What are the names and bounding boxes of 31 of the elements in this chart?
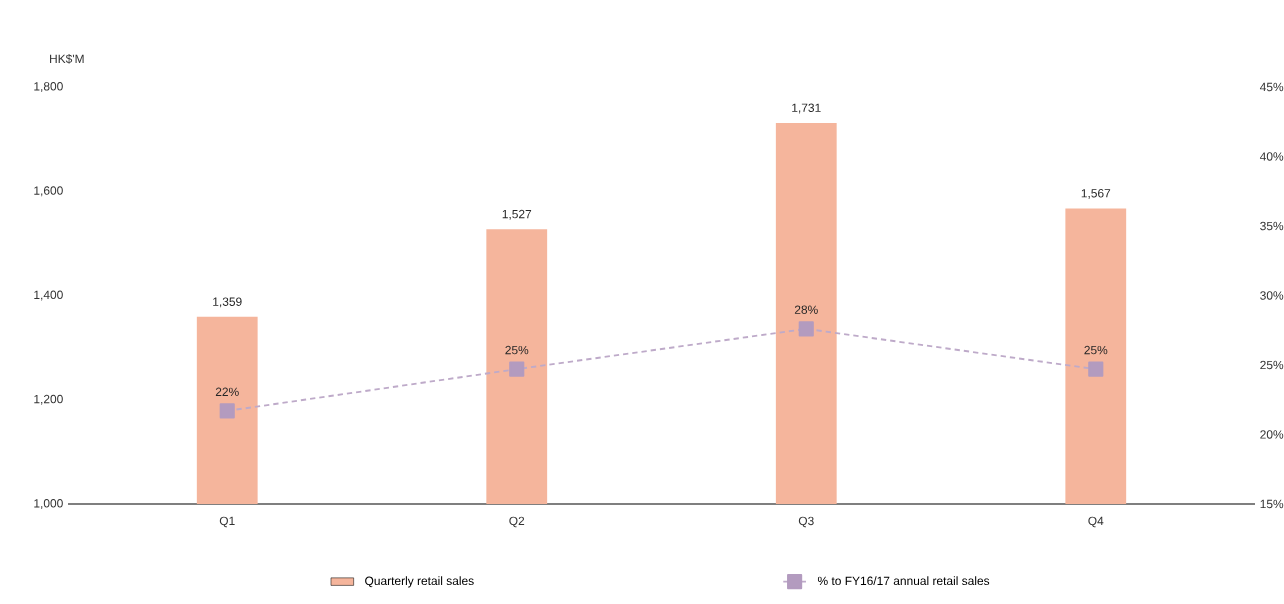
point bbox=[1088, 361, 1104, 377]
x-tick-label: Q2 bbox=[509, 516, 525, 528]
point bbox=[219, 403, 235, 419]
y-tick-label: 1,200 bbox=[34, 394, 63, 405]
data-label: 22% bbox=[215, 387, 239, 396]
data-label: 1,359 bbox=[213, 297, 242, 308]
legend-label: % to FY16/17 annual retail sales bbox=[817, 576, 990, 586]
y2-tick-label: 25% bbox=[1260, 360, 1284, 370]
x-tick-label: Q4 bbox=[1088, 516, 1104, 528]
y2-tick-label: 15% bbox=[1260, 499, 1284, 509]
y2-tick-label: 30% bbox=[1260, 291, 1284, 300]
y2-tick-label: 20% bbox=[1260, 430, 1284, 439]
y2-tick-label: 45% bbox=[1259, 82, 1284, 92]
data-label: 25% bbox=[505, 345, 529, 355]
x-tick-label: Q1 bbox=[219, 516, 235, 528]
y-tick-label: 1,400 bbox=[34, 290, 63, 301]
data-label: 1,731 bbox=[792, 103, 821, 114]
y-tick-label: 1,000 bbox=[34, 499, 63, 509]
y-axis-title: HK$'M bbox=[50, 54, 84, 64]
x-tick-label: Q3 bbox=[798, 516, 814, 528]
data-label: 25% bbox=[1084, 345, 1108, 355]
legend-label: Quarterly retail sales bbox=[365, 576, 474, 588]
y2-tick-label: 40% bbox=[1259, 152, 1284, 161]
data-label: 1,527 bbox=[502, 209, 532, 220]
point bbox=[798, 321, 814, 337]
data-label: 1,567 bbox=[1081, 189, 1111, 199]
point bbox=[509, 361, 525, 377]
y-tick-label: 1,600 bbox=[34, 186, 63, 197]
y-tick-label: 1,800 bbox=[34, 82, 63, 92]
y2-tick-label: 35% bbox=[1260, 221, 1284, 231]
data-label: 28% bbox=[794, 305, 818, 314]
